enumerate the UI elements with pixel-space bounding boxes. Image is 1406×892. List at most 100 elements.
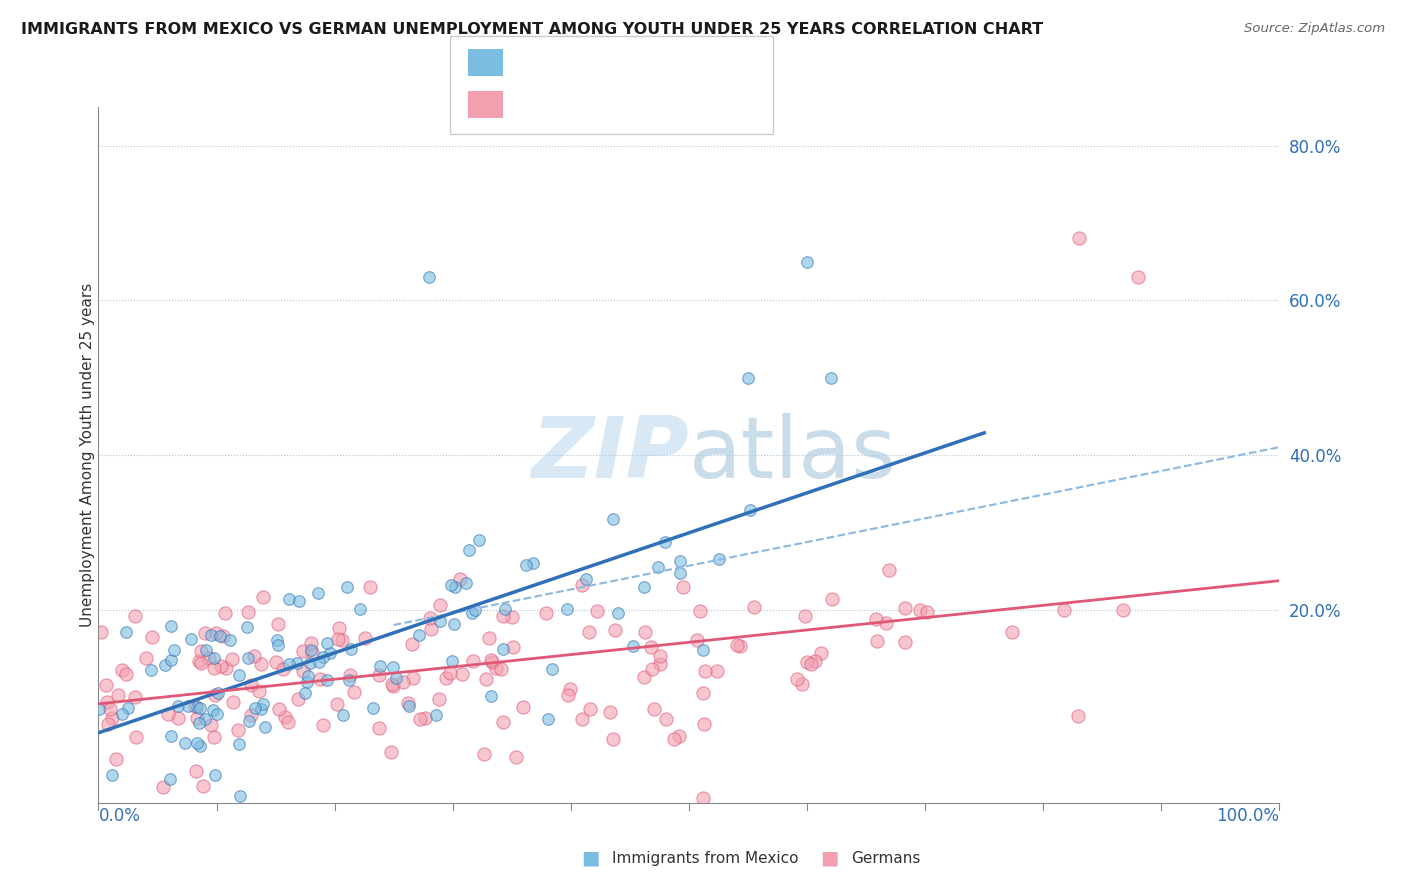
Point — [441, 654, 464, 668]
Point — [794, 608, 817, 623]
Point — [664, 732, 686, 747]
Point — [174, 736, 197, 750]
Point — [236, 605, 259, 619]
Point — [402, 671, 425, 685]
Point — [571, 713, 593, 727]
Point — [207, 706, 229, 721]
Text: atlas: atlas — [689, 413, 897, 497]
Point — [693, 717, 716, 731]
Point — [325, 697, 347, 711]
Point — [621, 639, 644, 653]
Point — [481, 655, 503, 669]
Point — [439, 577, 461, 591]
Point — [654, 535, 676, 549]
Point — [398, 698, 420, 713]
Point — [380, 746, 402, 760]
Point — [180, 632, 202, 646]
Point — [250, 657, 273, 671]
Point — [915, 605, 938, 619]
Point — [401, 637, 423, 651]
Point — [792, 676, 814, 690]
Point — [332, 708, 354, 723]
Point — [340, 641, 363, 656]
Point — [425, 708, 447, 723]
Point — [461, 654, 484, 668]
Point — [418, 270, 440, 285]
Text: IMMIGRANTS FROM MEXICO VS GERMAN UNEMPLOYMENT AMONG YOUTH UNDER 25 YEARS CORRELA: IMMIGRANTS FROM MEXICO VS GERMAN UNEMPLO… — [21, 22, 1043, 37]
Point — [252, 697, 274, 711]
Text: 154: 154 — [654, 95, 689, 113]
Point — [689, 604, 711, 618]
Point — [299, 642, 322, 657]
Point — [633, 670, 655, 684]
Point — [415, 711, 437, 725]
Point — [343, 684, 366, 698]
Text: R =: R = — [510, 95, 547, 113]
Point — [810, 646, 832, 660]
Point — [339, 668, 361, 682]
Point — [695, 664, 717, 678]
Point — [571, 578, 593, 592]
Point — [578, 702, 600, 716]
Point — [200, 628, 222, 642]
Point — [534, 606, 557, 620]
Point — [250, 702, 273, 716]
Point — [219, 632, 242, 647]
Point — [236, 651, 259, 665]
Point — [202, 730, 225, 744]
Point — [429, 598, 451, 612]
Point — [215, 661, 238, 675]
Text: Immigrants from Mexico: Immigrants from Mexico — [612, 851, 799, 865]
Point — [796, 655, 818, 669]
Point — [575, 572, 598, 586]
Point — [186, 736, 208, 750]
Point — [707, 551, 730, 566]
Point — [190, 657, 212, 671]
Point — [349, 602, 371, 616]
Point — [107, 688, 129, 702]
Text: N =: N = — [612, 54, 648, 71]
Text: N =: N = — [612, 95, 648, 113]
Point — [242, 648, 264, 663]
Point — [686, 633, 709, 648]
Point — [742, 599, 765, 614]
Point — [315, 636, 337, 650]
Point — [800, 657, 823, 672]
Point — [202, 661, 225, 675]
Point — [908, 603, 931, 617]
Point — [640, 640, 662, 654]
Point — [311, 649, 333, 664]
Point — [875, 616, 897, 631]
Point — [288, 593, 311, 607]
Point — [382, 679, 405, 693]
Point — [650, 648, 672, 663]
Point — [125, 730, 148, 744]
Point — [208, 629, 231, 643]
Point — [204, 688, 226, 702]
Point — [796, 254, 818, 268]
Point — [451, 667, 474, 681]
Point — [557, 688, 579, 702]
Point — [124, 690, 146, 704]
Point — [193, 779, 215, 793]
Text: ZIP: ZIP — [531, 413, 689, 497]
Point — [381, 660, 404, 674]
Point — [602, 512, 624, 526]
Point — [105, 751, 128, 765]
Point — [449, 572, 471, 586]
Point — [266, 616, 288, 631]
Point — [894, 600, 917, 615]
Point — [505, 750, 527, 764]
Point — [512, 700, 534, 714]
Point — [392, 674, 415, 689]
Point — [599, 705, 621, 719]
Point — [385, 671, 408, 685]
Point — [238, 714, 260, 729]
Point — [319, 646, 342, 660]
Point — [648, 657, 671, 672]
Point — [502, 610, 524, 624]
Point — [228, 668, 250, 682]
Point — [100, 711, 122, 725]
Point — [229, 789, 252, 803]
Point — [337, 673, 360, 687]
